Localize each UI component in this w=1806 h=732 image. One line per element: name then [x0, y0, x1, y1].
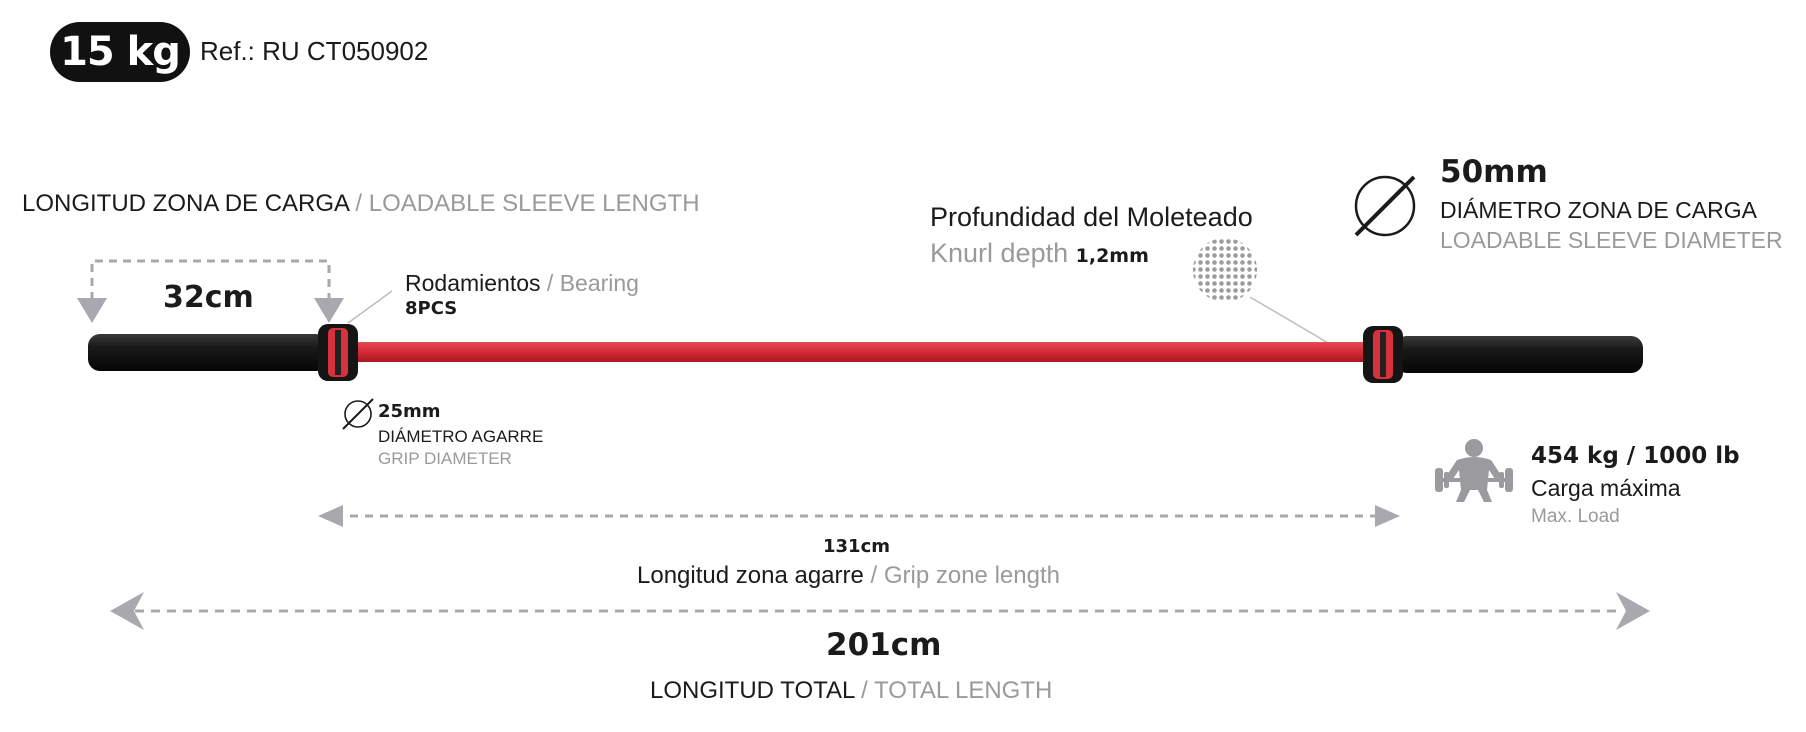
total-length-label-es: LONGITUD TOTAL: [650, 677, 855, 704]
grip-zone-label: Longitud zona agarre / Grip zone length: [637, 562, 1060, 590]
knurl-label-es: Profundidad del Moleteado: [930, 202, 1253, 232]
grip-diameter-icon: [342, 398, 374, 430]
total-length-arrow: [110, 592, 1650, 630]
total-length-label: LONGITUD TOTAL / TOTAL LENGTH: [650, 677, 1052, 705]
bearing-label: Rodamientos / Bearing: [405, 270, 639, 297]
grip-diameter-label-es: DIÁMETRO AGARRE: [378, 427, 544, 446]
grip-diameter-value: 25mm: [378, 401, 441, 422]
max-load-label-es: Carga máxima: [1531, 475, 1681, 501]
arrow-left-icon: [318, 505, 343, 527]
knurl-label-en: Knurl depth: [930, 238, 1069, 268]
grip-zone-arrow: [318, 505, 1400, 527]
left-collar: [318, 324, 358, 381]
sleeve-diameter-value: 50mm: [1440, 154, 1548, 190]
grip-diameter-label-en: GRIP DIAMETER: [378, 449, 512, 468]
sleeve-length-label-es: LONGITUD ZONA DE CARGA: [22, 190, 349, 217]
sleeve-length-label: LONGITUD ZONA DE CARGA / LOADABLE SLEEVE…: [22, 190, 700, 218]
sleeve-length-bracket: [77, 259, 344, 323]
right-collar: [1363, 326, 1403, 383]
weightlifter-icon: [1435, 439, 1513, 502]
total-length-label-en: / TOTAL LENGTH: [861, 677, 1053, 704]
knurl-value: 1,2mm: [1075, 245, 1149, 267]
max-load-label-en: Max. Load: [1531, 506, 1620, 527]
weight-badge: 15 kg: [50, 22, 190, 82]
shaft: [340, 342, 1380, 362]
bearing-label-es: Rodamientos: [405, 270, 541, 296]
sleeve-diameter-label-en: LOADABLE SLEEVE DIAMETER: [1440, 227, 1783, 253]
sleeve-length-value: 32cm: [163, 280, 254, 315]
knurl-texture-icon: [1193, 238, 1257, 302]
left-sleeve: [88, 334, 328, 371]
reference-code: Ref.: RU CT050902: [200, 36, 429, 66]
arrow-right-large-icon: [1616, 592, 1650, 630]
bearing-leader-line: [347, 290, 393, 324]
diameter-icon: [1354, 175, 1416, 237]
arrow-right-icon: [1375, 505, 1400, 527]
weight-value: 15 kg: [60, 29, 181, 75]
barbell: [88, 324, 1643, 383]
sleeve-length-label-en: / LOADABLE SLEEVE LENGTH: [355, 190, 700, 217]
max-load-value: 454 kg / 1000 lb: [1531, 443, 1740, 469]
arrow-left-large-icon: [110, 592, 144, 630]
knurl-row: Knurl depth 1,2mm: [930, 238, 1149, 269]
grip-zone-label-es: Longitud zona agarre: [637, 562, 864, 589]
arrow-down-right-icon: [314, 298, 344, 323]
sleeve-diameter-label-es: DIÁMETRO ZONA DE CARGA: [1440, 197, 1757, 223]
arrow-down-left-icon: [77, 298, 107, 323]
bearing-label-en: / Bearing: [546, 270, 639, 296]
grip-zone-label-en: / Grip zone length: [870, 562, 1060, 589]
right-sleeve: [1395, 336, 1643, 373]
knurl-leader-line: [1249, 296, 1341, 351]
grip-zone-value: 131cm: [823, 536, 890, 557]
total-length-value: 201cm: [826, 627, 942, 663]
bearing-count: 8PCS: [405, 298, 458, 319]
